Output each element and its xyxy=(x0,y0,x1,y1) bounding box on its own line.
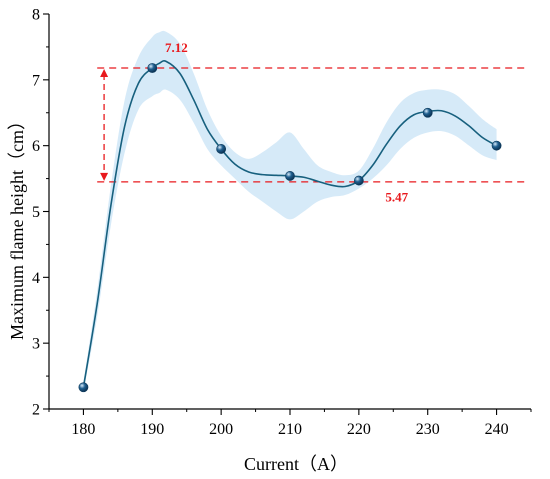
y-tick-label-7: 7 xyxy=(32,72,40,89)
x-tick-label-200: 200 xyxy=(209,421,233,438)
data-point-210 xyxy=(285,171,295,181)
x-axis-title: Current（A） xyxy=(244,454,348,474)
y-tick-label-3: 3 xyxy=(32,336,40,353)
data-point-240 xyxy=(491,140,502,151)
y-tick-label-6: 6 xyxy=(32,138,40,155)
confidence-band-layer xyxy=(83,30,497,392)
reference-lines-layer: 7.12 5.47 xyxy=(97,40,528,205)
y-tick-label-5: 5 xyxy=(32,204,40,221)
reference-label-1: 7.12 xyxy=(165,40,188,55)
x-tick-label-240: 240 xyxy=(485,421,509,438)
x-tick-label-190: 190 xyxy=(140,421,164,438)
y-tick-label-2: 2 xyxy=(32,402,40,419)
data-points-layer xyxy=(78,63,502,393)
y-tick-label-4: 4 xyxy=(32,270,40,287)
axes-layer xyxy=(43,13,532,415)
reference-label-2: 5.47 xyxy=(385,190,408,205)
data-point-180 xyxy=(78,382,89,393)
confidence-band xyxy=(83,30,497,392)
data-point-190 xyxy=(147,63,158,73)
x-tick-label-210: 210 xyxy=(278,421,302,438)
x-tick-label-220: 220 xyxy=(347,421,371,438)
range-arrow-head-top xyxy=(100,68,109,77)
x-tick-label-230: 230 xyxy=(416,421,440,438)
data-point-220 xyxy=(353,175,364,186)
data-point-230 xyxy=(422,107,433,118)
y-tick-label-8: 8 xyxy=(32,7,40,24)
tick-labels-layer: 2 3 4 5 6 7 8 180 190 200 210 220 230 240 xyxy=(32,7,509,439)
x-tick-label-180: 180 xyxy=(71,421,95,438)
data-point-200 xyxy=(216,144,227,154)
range-arrow-head-bottom xyxy=(100,172,109,181)
y-axis-title: Maximum flame height（cm） xyxy=(7,112,27,340)
